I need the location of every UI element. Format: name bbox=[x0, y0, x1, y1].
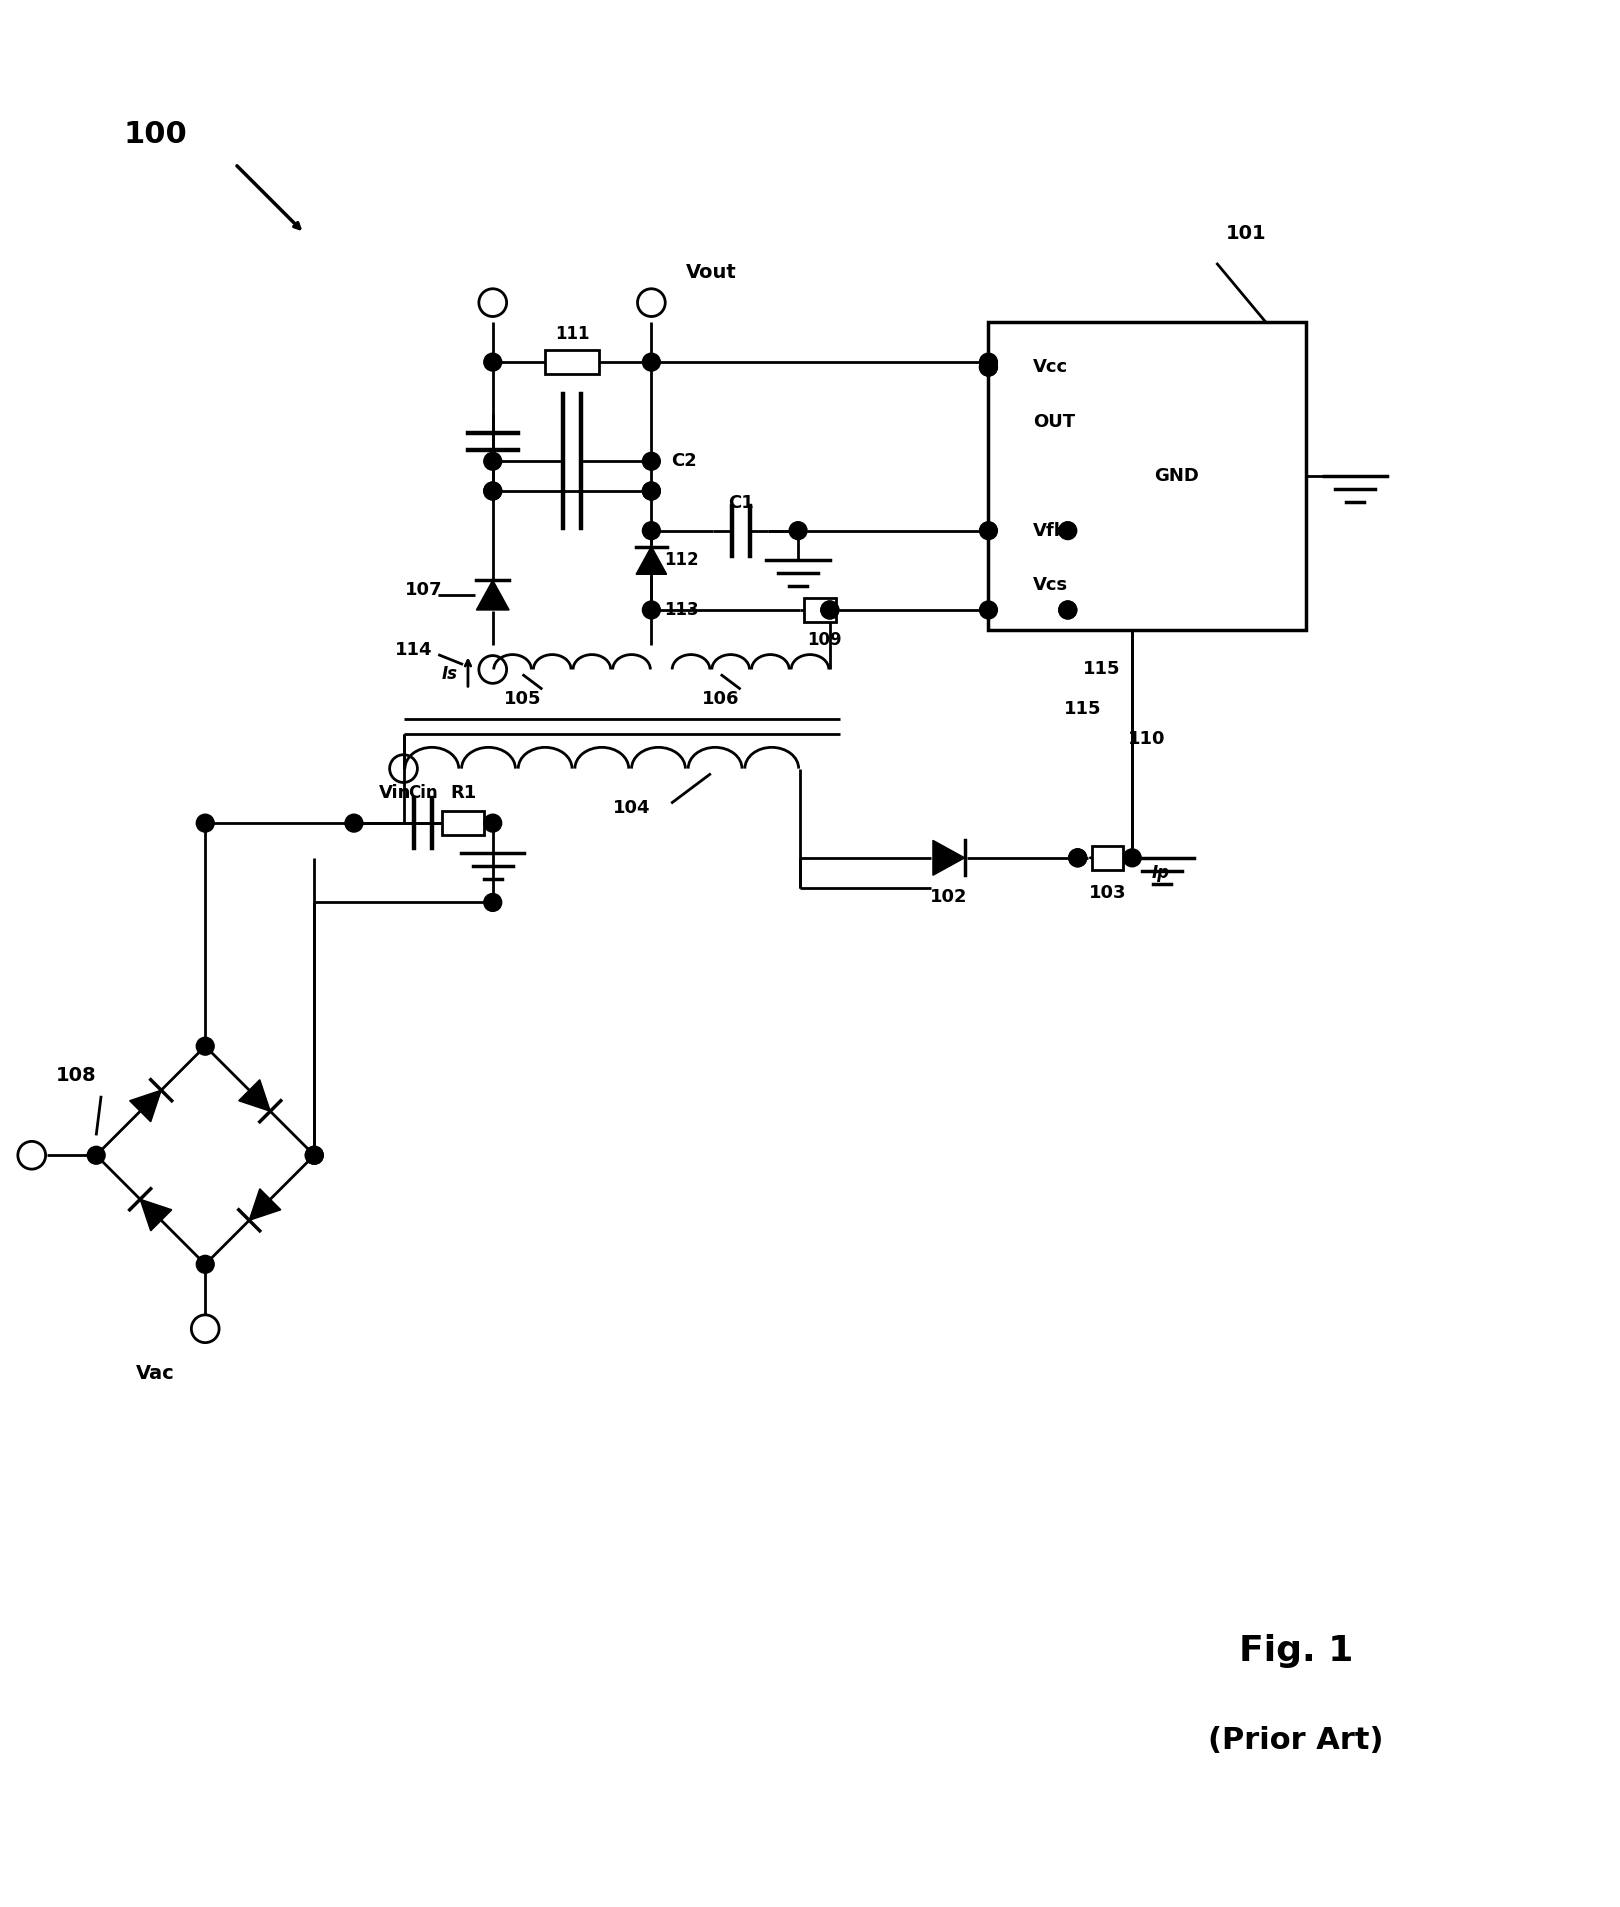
Circle shape bbox=[980, 353, 998, 372]
Text: Vout: Vout bbox=[685, 263, 735, 282]
Polygon shape bbox=[249, 1188, 280, 1220]
Text: (Prior Art): (Prior Art) bbox=[1209, 1726, 1383, 1754]
Circle shape bbox=[1059, 601, 1077, 620]
Text: 102: 102 bbox=[930, 889, 967, 906]
Bar bbox=[988, 322, 1306, 629]
Text: Ip: Ip bbox=[1152, 864, 1170, 881]
Circle shape bbox=[484, 482, 502, 500]
Circle shape bbox=[980, 601, 998, 620]
Text: Cin: Cin bbox=[408, 784, 437, 803]
Circle shape bbox=[789, 523, 807, 540]
Text: C1: C1 bbox=[727, 494, 753, 511]
Polygon shape bbox=[130, 1091, 162, 1121]
Text: 110: 110 bbox=[1129, 730, 1166, 748]
Polygon shape bbox=[238, 1079, 271, 1112]
Circle shape bbox=[196, 1037, 214, 1055]
Text: 107: 107 bbox=[405, 582, 442, 599]
Text: 111: 111 bbox=[554, 326, 590, 343]
Text: 115: 115 bbox=[1064, 700, 1102, 719]
Circle shape bbox=[643, 353, 661, 372]
Text: Vcs: Vcs bbox=[1034, 576, 1068, 595]
Text: R1: R1 bbox=[450, 784, 476, 803]
Bar bbox=[1092, 847, 1123, 870]
Circle shape bbox=[1059, 523, 1077, 540]
Text: OUT: OUT bbox=[1034, 412, 1076, 431]
Polygon shape bbox=[933, 841, 964, 875]
Text: 113: 113 bbox=[664, 601, 698, 620]
Text: 100: 100 bbox=[123, 120, 188, 149]
Circle shape bbox=[821, 601, 839, 620]
Polygon shape bbox=[476, 580, 509, 610]
Circle shape bbox=[484, 814, 502, 831]
Circle shape bbox=[484, 894, 502, 912]
Text: Vfb: Vfb bbox=[1034, 523, 1068, 540]
Circle shape bbox=[196, 814, 214, 831]
Circle shape bbox=[1069, 849, 1087, 868]
Bar bbox=[442, 810, 484, 835]
Circle shape bbox=[643, 452, 661, 471]
Polygon shape bbox=[141, 1200, 172, 1230]
Circle shape bbox=[305, 1146, 324, 1163]
Circle shape bbox=[305, 1146, 324, 1163]
Text: GND: GND bbox=[1155, 467, 1199, 484]
Text: 105: 105 bbox=[504, 690, 541, 707]
Circle shape bbox=[484, 482, 502, 500]
Text: Vac: Vac bbox=[136, 1364, 175, 1383]
Circle shape bbox=[643, 482, 661, 500]
Circle shape bbox=[345, 814, 363, 831]
Text: C2: C2 bbox=[671, 452, 697, 471]
Circle shape bbox=[643, 482, 661, 500]
Circle shape bbox=[87, 1146, 105, 1163]
Text: 109: 109 bbox=[807, 631, 842, 648]
Circle shape bbox=[643, 601, 661, 620]
Circle shape bbox=[1123, 849, 1140, 868]
Circle shape bbox=[484, 452, 502, 471]
Circle shape bbox=[484, 353, 502, 372]
Circle shape bbox=[821, 601, 839, 620]
Circle shape bbox=[980, 359, 998, 376]
Text: Vin: Vin bbox=[379, 784, 411, 803]
Text: 112: 112 bbox=[664, 551, 698, 570]
Bar bbox=[544, 351, 599, 374]
Text: Is: Is bbox=[442, 666, 458, 683]
Text: 104: 104 bbox=[612, 799, 650, 818]
Circle shape bbox=[1069, 849, 1087, 868]
Circle shape bbox=[196, 1255, 214, 1274]
Text: 103: 103 bbox=[1089, 883, 1126, 902]
Text: Fig. 1: Fig. 1 bbox=[1239, 1634, 1353, 1669]
Text: Vcc: Vcc bbox=[1034, 359, 1068, 376]
Circle shape bbox=[643, 523, 661, 540]
Text: 106: 106 bbox=[701, 690, 739, 707]
Text: 114: 114 bbox=[395, 641, 433, 658]
Circle shape bbox=[980, 359, 998, 376]
Circle shape bbox=[1059, 601, 1077, 620]
Polygon shape bbox=[637, 547, 667, 574]
Circle shape bbox=[980, 523, 998, 540]
Text: 115: 115 bbox=[1082, 660, 1119, 679]
Text: 108: 108 bbox=[57, 1066, 97, 1085]
Text: 101: 101 bbox=[1226, 223, 1267, 242]
Bar bbox=[804, 599, 836, 622]
